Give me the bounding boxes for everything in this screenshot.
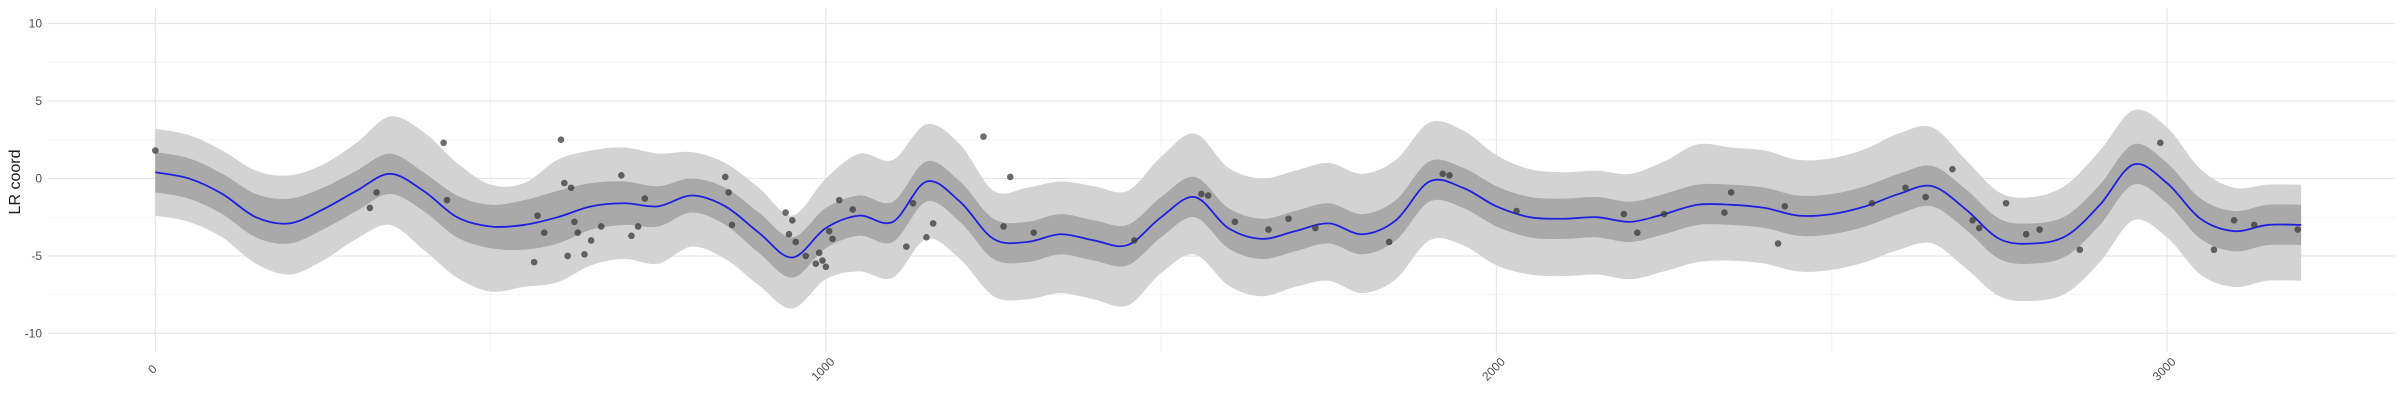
data-point — [1285, 215, 1292, 223]
data-point — [835, 196, 843, 204]
data-point — [849, 206, 856, 213]
y-tick-label: 0 — [35, 171, 42, 185]
data-point — [2294, 226, 2302, 233]
data-point — [2002, 199, 2010, 207]
data-point — [1439, 170, 1447, 178]
y-tick-label: 5 — [35, 94, 42, 108]
data-point — [819, 257, 826, 264]
data-point — [2250, 221, 2258, 229]
data-point — [2076, 246, 2084, 254]
data-point — [903, 243, 910, 250]
data-point — [151, 147, 159, 154]
data-point — [1006, 173, 1014, 181]
data-point — [980, 133, 987, 140]
data-point — [618, 172, 625, 179]
data-point — [1513, 207, 1520, 215]
data-point — [1868, 199, 1876, 207]
data-point — [782, 209, 789, 216]
data-point — [443, 196, 451, 204]
data-point — [564, 252, 571, 260]
data-point — [1902, 184, 1909, 192]
data-point — [1721, 209, 1728, 216]
data-point — [1633, 229, 1641, 236]
data-point — [634, 223, 642, 230]
data-point — [2210, 246, 2218, 254]
data-point — [557, 136, 565, 144]
data-point — [1131, 237, 1138, 244]
data-point — [721, 173, 729, 181]
data-point — [587, 237, 595, 244]
data-point — [1312, 224, 1319, 232]
data-point — [1385, 238, 1393, 246]
data-point — [1620, 210, 1628, 218]
data-points — [151, 133, 2302, 271]
data-point — [1781, 203, 1789, 210]
data-point — [785, 230, 793, 238]
confidence-bands — [155, 109, 2302, 309]
data-point — [597, 223, 605, 230]
data-point — [1774, 240, 1782, 247]
data-point — [909, 199, 917, 207]
data-point — [1727, 189, 1735, 196]
data-point — [802, 252, 810, 260]
data-point — [574, 229, 582, 236]
data-point — [929, 220, 937, 227]
data-point — [440, 139, 447, 147]
data-point — [1949, 165, 1956, 173]
data-point — [822, 263, 830, 271]
data-point — [792, 238, 799, 246]
data-point — [567, 184, 575, 192]
data-point — [1231, 218, 1239, 226]
data-point — [571, 218, 578, 226]
data-point — [829, 235, 836, 243]
data-point — [728, 221, 736, 229]
data-point — [825, 227, 833, 235]
data-point — [1446, 172, 1453, 179]
data-point — [1922, 193, 1929, 201]
data-point — [725, 189, 732, 196]
data-point — [1975, 224, 1983, 232]
data-point — [641, 195, 649, 202]
data-point — [789, 216, 796, 224]
y-axis-ticks: -10 -5 0 5 10 — [25, 16, 43, 340]
data-point — [1000, 223, 1007, 230]
data-point — [812, 260, 820, 267]
y-tick-label: -10 — [25, 326, 43, 340]
data-point — [2230, 216, 2238, 224]
data-point — [1204, 192, 1212, 199]
data-point — [1198, 190, 1205, 198]
data-point — [373, 189, 380, 196]
data-point — [581, 251, 588, 258]
data-point — [530, 258, 538, 266]
data-point — [628, 232, 635, 240]
y-tick-label: -5 — [31, 249, 42, 263]
fit-line-layer — [155, 163, 2302, 259]
data-point — [534, 212, 541, 219]
data-point — [815, 249, 823, 257]
inner-confidence-band — [155, 143, 2302, 278]
data-point — [2036, 226, 2043, 233]
data-point — [923, 234, 930, 241]
data-point — [1030, 229, 1038, 236]
data-point — [540, 229, 548, 236]
data-point — [1969, 216, 1976, 224]
data-point — [1265, 226, 1272, 233]
fit-line — [155, 163, 2302, 259]
data-point — [2157, 139, 2164, 147]
data-point — [366, 204, 374, 212]
data-point — [2022, 230, 2030, 238]
data-point — [561, 179, 568, 187]
data-point — [1660, 210, 1668, 218]
y-axis-title: LR coord — [7, 150, 24, 215]
y-tick-label: 10 — [29, 16, 43, 30]
